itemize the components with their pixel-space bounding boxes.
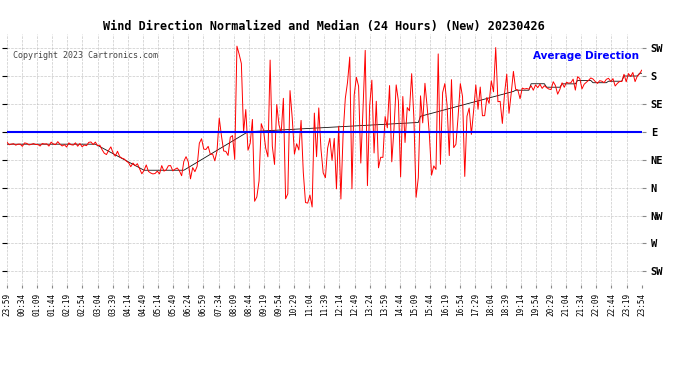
Text: Average Direction: Average Direction: [533, 51, 638, 62]
Title: Wind Direction Normalized and Median (24 Hours) (New) 20230426: Wind Direction Normalized and Median (24…: [104, 20, 545, 33]
Text: Copyright 2023 Cartronics.com: Copyright 2023 Cartronics.com: [13, 51, 158, 60]
